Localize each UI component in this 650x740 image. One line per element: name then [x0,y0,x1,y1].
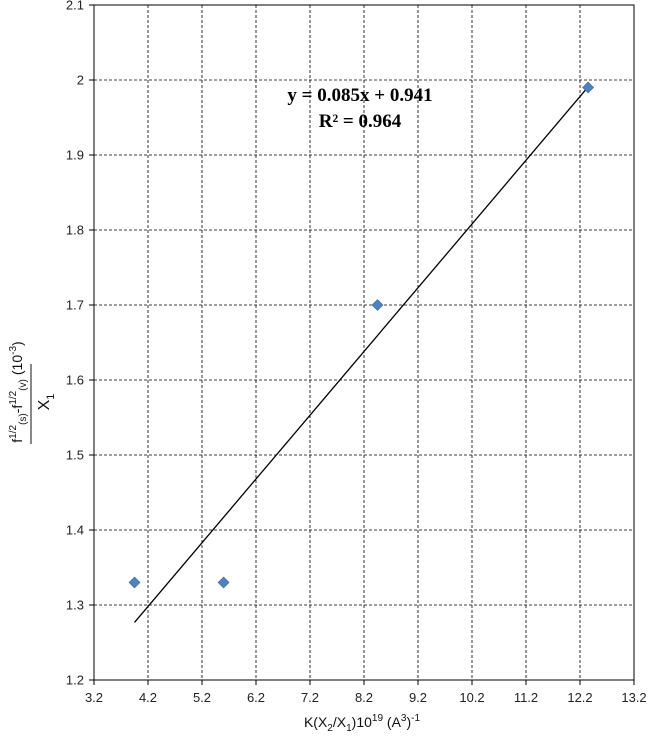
y-tick-label: 2.1 [66,0,84,13]
y-tick-label: 1.9 [66,148,84,163]
y-label-part: (10 [9,355,25,375]
x-axis-label-part: K(X [304,714,328,730]
y-label-sup: -3 [8,346,19,355]
data-point-diamond [371,299,384,311]
y-label-sub: (s) [18,413,29,425]
y-label-part: X [36,399,53,410]
trendline [134,86,589,623]
y-tick-label: 1.7 [66,298,84,313]
x-axis-label-part: ) [406,714,411,730]
x-axis-label-part: (A [383,714,402,730]
y-tick-label: 1.5 [66,448,84,463]
y-label-part: ) [9,341,25,346]
y-label-part: -f [9,405,25,414]
y-tick-label: 2 [77,73,84,88]
y-axis-label-numerator: f1/2(s)-f1/2(v)(10-3) [8,341,29,442]
y-label-sup: 1/2 [8,390,19,404]
data-point-diamond [582,81,595,94]
y-axis-label-denominator: X1 [36,394,57,411]
x-tick-label: 10.2 [459,690,484,705]
y-tick-label: 1.6 [66,373,84,388]
x-tick-label: 13.2 [621,690,646,705]
x-axis-label-sup: 3 [401,713,407,724]
y-axis-label: f1/2(s)-f1/2(v)(10-3) X1 [8,341,57,444]
x-tick-label: 11.2 [514,690,538,705]
y-label-sub: 1 [45,394,57,400]
x-tick-label: 8.2 [355,690,373,705]
x-axis-label-sub: 2 [327,723,333,734]
x-axis-label-sup: -1 [411,713,420,724]
grid-lines [93,4,635,681]
y-tick-label: 1.3 [66,598,84,613]
data-point-diamond [128,576,141,589]
trendline-equation: y = 0.085x + 0.941 [287,85,432,106]
x-axis-label-sup: 19 [372,713,384,724]
y-label-sup: 1/2 [8,424,19,438]
data-point-diamond [217,576,230,589]
x-tick-label: 4.2 [139,690,157,705]
y-axis-ticks: 1.2 1.3 1.4 1.5 1.6 1.7 1.8 1.9 2 2.1 [66,0,94,688]
x-axis-label: K(X2/X1)1019 (A3)-1 [304,713,421,734]
y-label-part: f [9,439,25,443]
y-label-sub: (v) [18,379,29,391]
y-tick-label: 1.2 [66,673,84,688]
y-tick-label: 1.8 [66,223,84,238]
x-tick-label: 3.2 [85,690,103,705]
x-tick-label: 9.2 [409,690,427,705]
x-axis-ticks: 3.2 4.2 5.2 6.2 7.2 8.2 9.2 10.2 11.2 12.2 13.2 [85,680,647,705]
r-squared-label: R² = 0.964 [319,111,402,132]
x-tick-label: 6.2 [247,690,265,705]
data-points [128,81,595,589]
x-tick-label: 5.2 [193,690,211,705]
x-axis-label-part: )10 [352,714,372,730]
x-tick-label: 7.2 [301,690,319,705]
x-axis-label-part: /X [333,714,347,730]
y-tick-label: 1.4 [66,523,84,538]
x-tick-label: 12.2 [567,690,592,705]
x-axis-label-sub: 1 [346,723,352,734]
